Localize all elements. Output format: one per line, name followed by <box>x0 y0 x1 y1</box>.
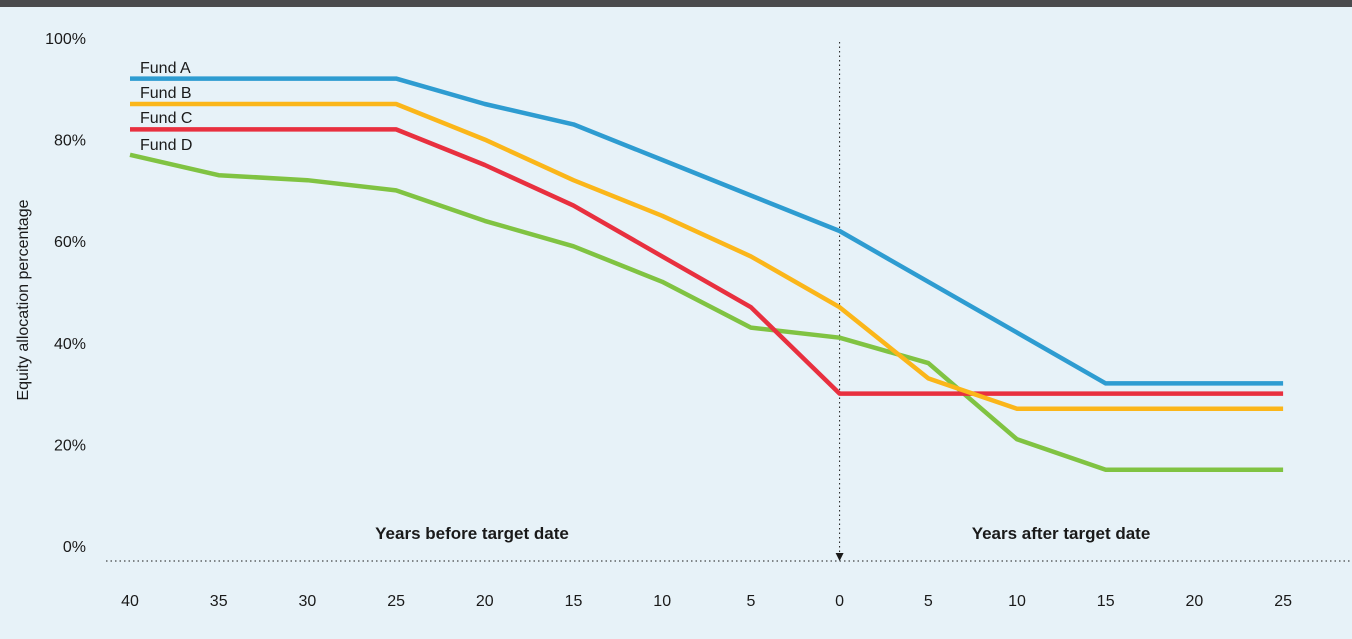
x-tick-label: 35 <box>210 593 228 610</box>
x-tick-label: 25 <box>1274 593 1292 610</box>
legend: Fund A Fund B Fund C Fund D <box>140 60 192 154</box>
y-tick-label: 40% <box>54 336 86 353</box>
legend-label-fund-b: Fund B <box>140 85 192 102</box>
x-tick-label: 0 <box>835 593 844 610</box>
x-tick-label: 25 <box>387 593 405 610</box>
y-tick-label: 20% <box>54 437 86 454</box>
x-axis-ticks: 40 35 30 25 20 15 10 5 0 5 10 15 20 25 <box>121 593 1292 610</box>
legend-label-fund-d: Fund D <box>140 137 192 154</box>
section-label-before: Years before target date <box>375 524 569 543</box>
series-line-fund-b <box>130 101 1284 412</box>
x-tick-label: 10 <box>1008 593 1026 610</box>
y-tick-label: 60% <box>54 234 86 251</box>
series-line-fund-d <box>129 152 1284 473</box>
series-line-fund-a <box>130 76 1284 386</box>
x-tick-label: 30 <box>299 593 317 610</box>
y-tick-label: 100% <box>45 31 86 48</box>
y-axis-ticks: 0% 20% 40% 60% 80% 100% <box>45 31 86 556</box>
x-tick-label: 40 <box>121 593 139 610</box>
series-line-fund-c <box>130 127 1284 396</box>
legend-label-fund-a: Fund A <box>140 60 191 77</box>
series-lines <box>129 76 1284 473</box>
x-tick-label: 20 <box>476 593 494 610</box>
section-label-after: Years after target date <box>972 524 1151 543</box>
x-tick-label: 10 <box>653 593 671 610</box>
y-axis-label: Equity allocation percentage <box>15 199 32 400</box>
x-tick-label: 15 <box>1097 593 1115 610</box>
x-tick-label: 5 <box>924 593 933 610</box>
x-tick-label: 15 <box>565 593 583 610</box>
legend-label-fund-c: Fund C <box>140 110 192 127</box>
x-tick-label: 5 <box>746 593 755 610</box>
y-tick-label: 0% <box>63 539 86 556</box>
top-bar <box>0 0 1352 7</box>
y-tick-label: 80% <box>54 133 86 150</box>
target-date-arrow-icon <box>835 553 844 561</box>
x-tick-label: 20 <box>1186 593 1204 610</box>
